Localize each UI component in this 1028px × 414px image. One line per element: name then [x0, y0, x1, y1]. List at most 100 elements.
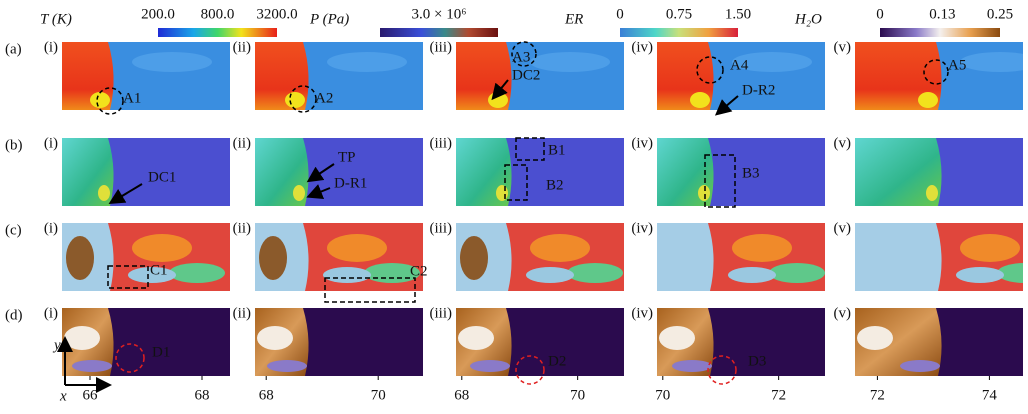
- panel: [456, 308, 624, 376]
- column-label: (ii): [233, 135, 251, 151]
- panel: [255, 308, 423, 376]
- colorbar-tick-label: 200.0: [141, 6, 175, 22]
- column-label: (ii): [233, 220, 251, 236]
- annotation: DC2: [512, 67, 540, 83]
- panel: [657, 308, 825, 376]
- axis-label: y: [52, 337, 61, 353]
- annotation: B3: [742, 165, 760, 181]
- blob: [267, 360, 307, 372]
- colorbar-tick-label: 0: [616, 6, 624, 22]
- blob: [169, 263, 225, 283]
- colorbar-tick-label: 0.25: [987, 6, 1013, 22]
- blob: [128, 267, 176, 283]
- blob: [496, 185, 508, 201]
- panel: [855, 42, 1023, 110]
- blob: [323, 267, 371, 283]
- blob: [956, 267, 1004, 283]
- highlight-circle: [96, 87, 124, 115]
- colorbar-tick-label: 800.0: [201, 6, 235, 22]
- highlight-box: [107, 265, 149, 289]
- annotation: A5: [948, 57, 966, 73]
- x-tick-label: 72: [771, 387, 786, 403]
- column-label: (iv): [631, 39, 653, 55]
- blob: [526, 267, 574, 283]
- colorbar-tick-label: 0.75: [666, 6, 692, 22]
- x-tick-label: 66: [83, 387, 99, 403]
- panel: [62, 138, 230, 206]
- highlight-circle: [115, 343, 145, 373]
- column-label: (iv): [631, 135, 653, 151]
- blob: [732, 234, 792, 262]
- blob: [530, 52, 610, 72]
- colorbar-label: T (K): [40, 11, 72, 27]
- annotation: D1: [152, 344, 170, 360]
- x-tick-label: 74: [982, 387, 998, 403]
- blob: [659, 326, 695, 350]
- column-label: (iv): [631, 220, 653, 236]
- colorbar: [620, 28, 738, 37]
- column-label: (v): [834, 135, 852, 151]
- annotation: A2: [315, 90, 333, 106]
- highlight-box: [324, 277, 416, 303]
- x-tick-label: 68: [454, 387, 469, 403]
- blob: [458, 326, 494, 350]
- row-label: (a): [5, 41, 22, 57]
- panel-left: [855, 42, 942, 110]
- pointer-arrow: [306, 184, 331, 199]
- panel: [255, 42, 423, 110]
- blob: [64, 326, 100, 350]
- panel: [62, 42, 230, 110]
- blob: [672, 360, 712, 372]
- colorbar: [880, 28, 1000, 37]
- highlight-circle: [696, 56, 724, 84]
- column-label: (ii): [233, 39, 251, 55]
- highlight-circle: [707, 355, 737, 385]
- annotation: C1: [150, 262, 168, 278]
- colorbar-label: H₂O: [794, 11, 822, 27]
- blob: [769, 263, 825, 283]
- blob: [857, 326, 893, 350]
- column-label: (ii): [233, 305, 251, 321]
- colorbar-tick-label: 3200.0: [256, 6, 297, 22]
- panel: [456, 223, 624, 291]
- annotation: A1: [123, 90, 141, 106]
- panel-left: [855, 223, 942, 291]
- annotation: D2: [548, 353, 566, 369]
- highlight-circle: [515, 355, 545, 385]
- column-label: (i): [44, 305, 58, 321]
- panel: [255, 223, 423, 291]
- colorbar-tick-label: 0.13: [929, 6, 955, 22]
- x-tick-label: 70: [655, 387, 670, 403]
- blob: [488, 92, 508, 108]
- blob: [732, 52, 812, 72]
- annotation: DC1: [148, 169, 176, 185]
- annotation: D3: [748, 353, 766, 369]
- blob: [698, 185, 710, 201]
- panel: [657, 138, 825, 206]
- annotation: B1: [548, 142, 566, 158]
- highlight-box: [504, 164, 528, 201]
- x-tick-label: 70: [570, 387, 585, 403]
- annotation: A4: [730, 57, 749, 73]
- column-label: (v): [834, 220, 852, 236]
- highlight-circle: [511, 41, 537, 67]
- blob: [690, 92, 710, 108]
- blob: [470, 360, 510, 372]
- annotation: D-R1: [334, 175, 367, 191]
- blob: [327, 52, 407, 72]
- blob: [918, 92, 938, 108]
- panel-left: [657, 223, 714, 291]
- panel: [855, 223, 1023, 291]
- column-label: (iii): [430, 305, 453, 321]
- panel: [62, 223, 230, 291]
- colorbar-tick-label: 1.50: [725, 6, 751, 22]
- x-tick-label: 68: [195, 387, 210, 403]
- colorbar-label: P (Pa): [309, 11, 349, 27]
- blob: [72, 360, 112, 372]
- blob: [900, 360, 940, 372]
- blob: [98, 185, 110, 201]
- colorbar-tick-label: 3.0 × 10⁶: [412, 6, 467, 22]
- blob: [728, 267, 776, 283]
- column-label: (i): [44, 220, 58, 236]
- blob: [530, 234, 590, 262]
